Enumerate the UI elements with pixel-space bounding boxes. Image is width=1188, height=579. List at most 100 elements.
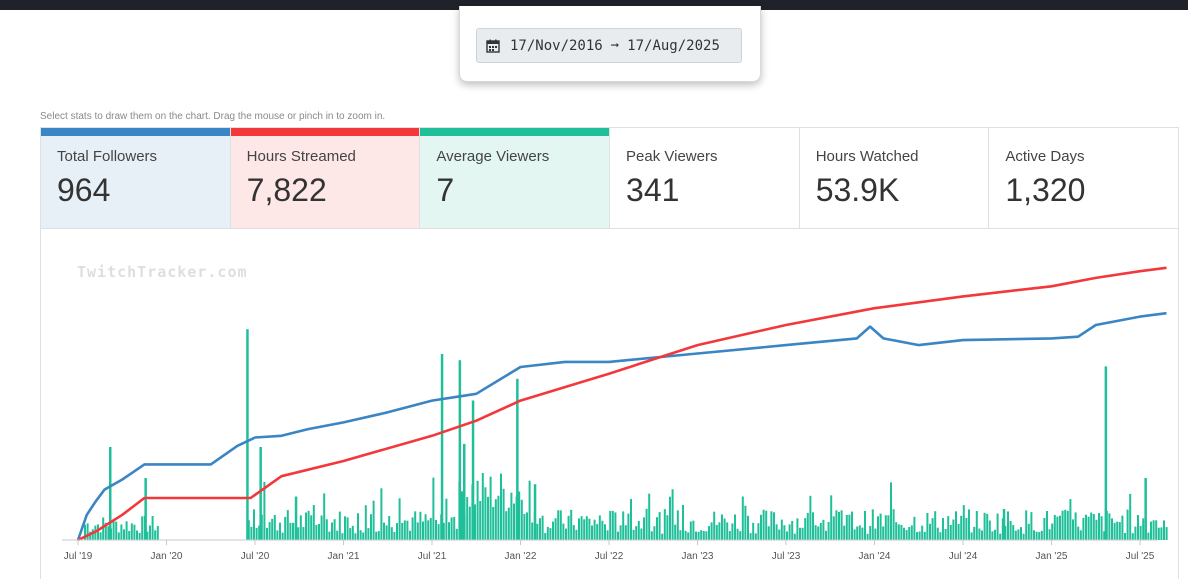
avg-viewers-bar (1165, 527, 1168, 540)
avg-viewers-bar (258, 525, 261, 540)
avg-viewers-bar (955, 511, 957, 540)
avg-viewers-bar (341, 533, 344, 540)
stat-average-viewers[interactable]: Average Viewers 7 (420, 128, 611, 228)
avg-viewers-bar (247, 520, 250, 540)
x-tick-label: Jan '21 (328, 551, 360, 562)
avg-viewers-bar (1121, 515, 1124, 540)
avg-viewers-bar (1085, 514, 1087, 540)
avg-viewers-bar (273, 515, 276, 540)
avg-viewers-bar (362, 532, 365, 540)
avg-viewers-bar (1131, 533, 1134, 540)
avg-viewers-bar (788, 524, 791, 540)
avg-viewers-bar (669, 496, 671, 540)
avg-viewers-bar (494, 499, 497, 540)
avg-viewers-bar (916, 532, 918, 540)
stat-value: 1,320 (1005, 172, 1086, 208)
avg-viewers-bar (741, 496, 744, 540)
avg-viewers-bar (996, 513, 999, 540)
avg-viewers-bar (575, 529, 578, 540)
avg-viewers-bar (1118, 522, 1121, 540)
avg-viewers-bar (255, 528, 258, 540)
avg-viewers-bar (960, 515, 963, 540)
avg-viewers-bar (726, 522, 729, 540)
avg-viewers-bar (305, 512, 307, 540)
avg-viewers-bar (117, 532, 120, 540)
avg-viewers-bar (780, 519, 783, 540)
avg-viewers-bar (991, 531, 994, 540)
avg-viewers-bar (1137, 515, 1139, 540)
avg-viewers-bar (1012, 525, 1015, 540)
date-range-picker[interactable]: 17/Nov/2016 ➞ 17/Aug/2025 (476, 28, 742, 63)
avg-viewers-bar (786, 531, 788, 540)
avg-viewers-bar (286, 510, 289, 540)
avg-viewers-bar (900, 524, 903, 540)
top-bar (0, 0, 1188, 10)
avg-viewers-bar (747, 515, 749, 540)
avg-viewers-bar (562, 523, 565, 540)
date-start: 17/Nov/2016 (510, 37, 603, 54)
stat-hours-streamed[interactable]: Hours Streamed 7,822 (230, 128, 421, 228)
avg-viewers-bar (643, 517, 645, 540)
avg-viewers-bar (1030, 512, 1033, 540)
stat-hours-watched[interactable]: Hours Watched 53.9K (799, 128, 990, 228)
avg-viewers-bar (406, 520, 409, 540)
avg-viewers-bar (585, 516, 588, 540)
avg-viewers-bar (856, 526, 859, 540)
watermark: TwitchTracker.com (77, 263, 248, 281)
avg-viewers-bar (136, 530, 138, 540)
avg-viewers-bar (702, 531, 705, 540)
avg-viewers-bar (835, 510, 838, 540)
avg-viewers-bar (973, 526, 976, 540)
avg-viewers-bar (510, 492, 513, 540)
avg-viewers-bar (536, 523, 539, 540)
x-tick-label: Jul '19 (64, 551, 93, 562)
avg-viewers-bar (679, 530, 682, 540)
stat-label: Total Followers (57, 148, 158, 165)
avg-viewers-bar (97, 524, 99, 540)
avg-viewers-bar (359, 530, 362, 540)
avg-viewers-bar (656, 517, 658, 540)
stat-peak-viewers[interactable]: Peak Viewers 341 (610, 128, 800, 228)
avg-viewers-bar (1098, 513, 1100, 540)
avg-viewers-bar (357, 513, 359, 540)
avg-viewers-bar (570, 509, 573, 540)
avg-viewers-bar (676, 510, 679, 540)
avg-viewers-bar (884, 515, 887, 540)
avg-viewers-bar (975, 511, 978, 540)
avg-viewers-bar (554, 518, 557, 540)
avg-viewers-bar (981, 530, 983, 540)
avg-viewers-bar (736, 528, 739, 540)
avg-viewers-bar (523, 513, 526, 540)
avg-viewers-bar (86, 523, 89, 540)
avg-viewers-bar (770, 511, 773, 540)
avg-viewers-bar (323, 493, 326, 540)
avg-viewers-bar (497, 495, 500, 540)
stat-label: Peak Viewers (626, 148, 718, 165)
chart-area[interactable] (40, 229, 1179, 579)
avg-viewers-bar (728, 531, 731, 540)
avg-viewers-bar (440, 354, 444, 540)
avg-viewers-bar (598, 515, 601, 540)
avg-viewers-bar (908, 527, 911, 540)
avg-viewers-bar (799, 527, 801, 540)
avg-viewers-bar (1139, 525, 1142, 540)
avg-viewers-bar (801, 527, 804, 540)
avg-viewers-bar (866, 533, 869, 540)
avg-viewers-bar (479, 501, 482, 540)
stat-color-bar (230, 128, 420, 136)
avg-viewers-bar (1014, 530, 1017, 540)
series-line-hours-streamed (77, 266, 1167, 542)
avg-viewers-bar (1038, 532, 1041, 540)
avg-viewers-bar (320, 515, 323, 540)
avg-viewers-bar (832, 516, 835, 540)
date-end: 17/Aug/2025 (627, 37, 720, 54)
avg-viewers-bar (364, 505, 367, 540)
avg-viewers-bar (773, 512, 775, 540)
avg-viewers-bar (1090, 512, 1093, 540)
stat-active-days[interactable]: Active Days 1,320 (989, 128, 1179, 228)
avg-viewers-bar (890, 482, 892, 540)
avg-viewers-bar (89, 531, 92, 540)
avg-viewers-bar (310, 515, 313, 540)
stat-total-followers[interactable]: Total Followers 964 (41, 128, 231, 228)
